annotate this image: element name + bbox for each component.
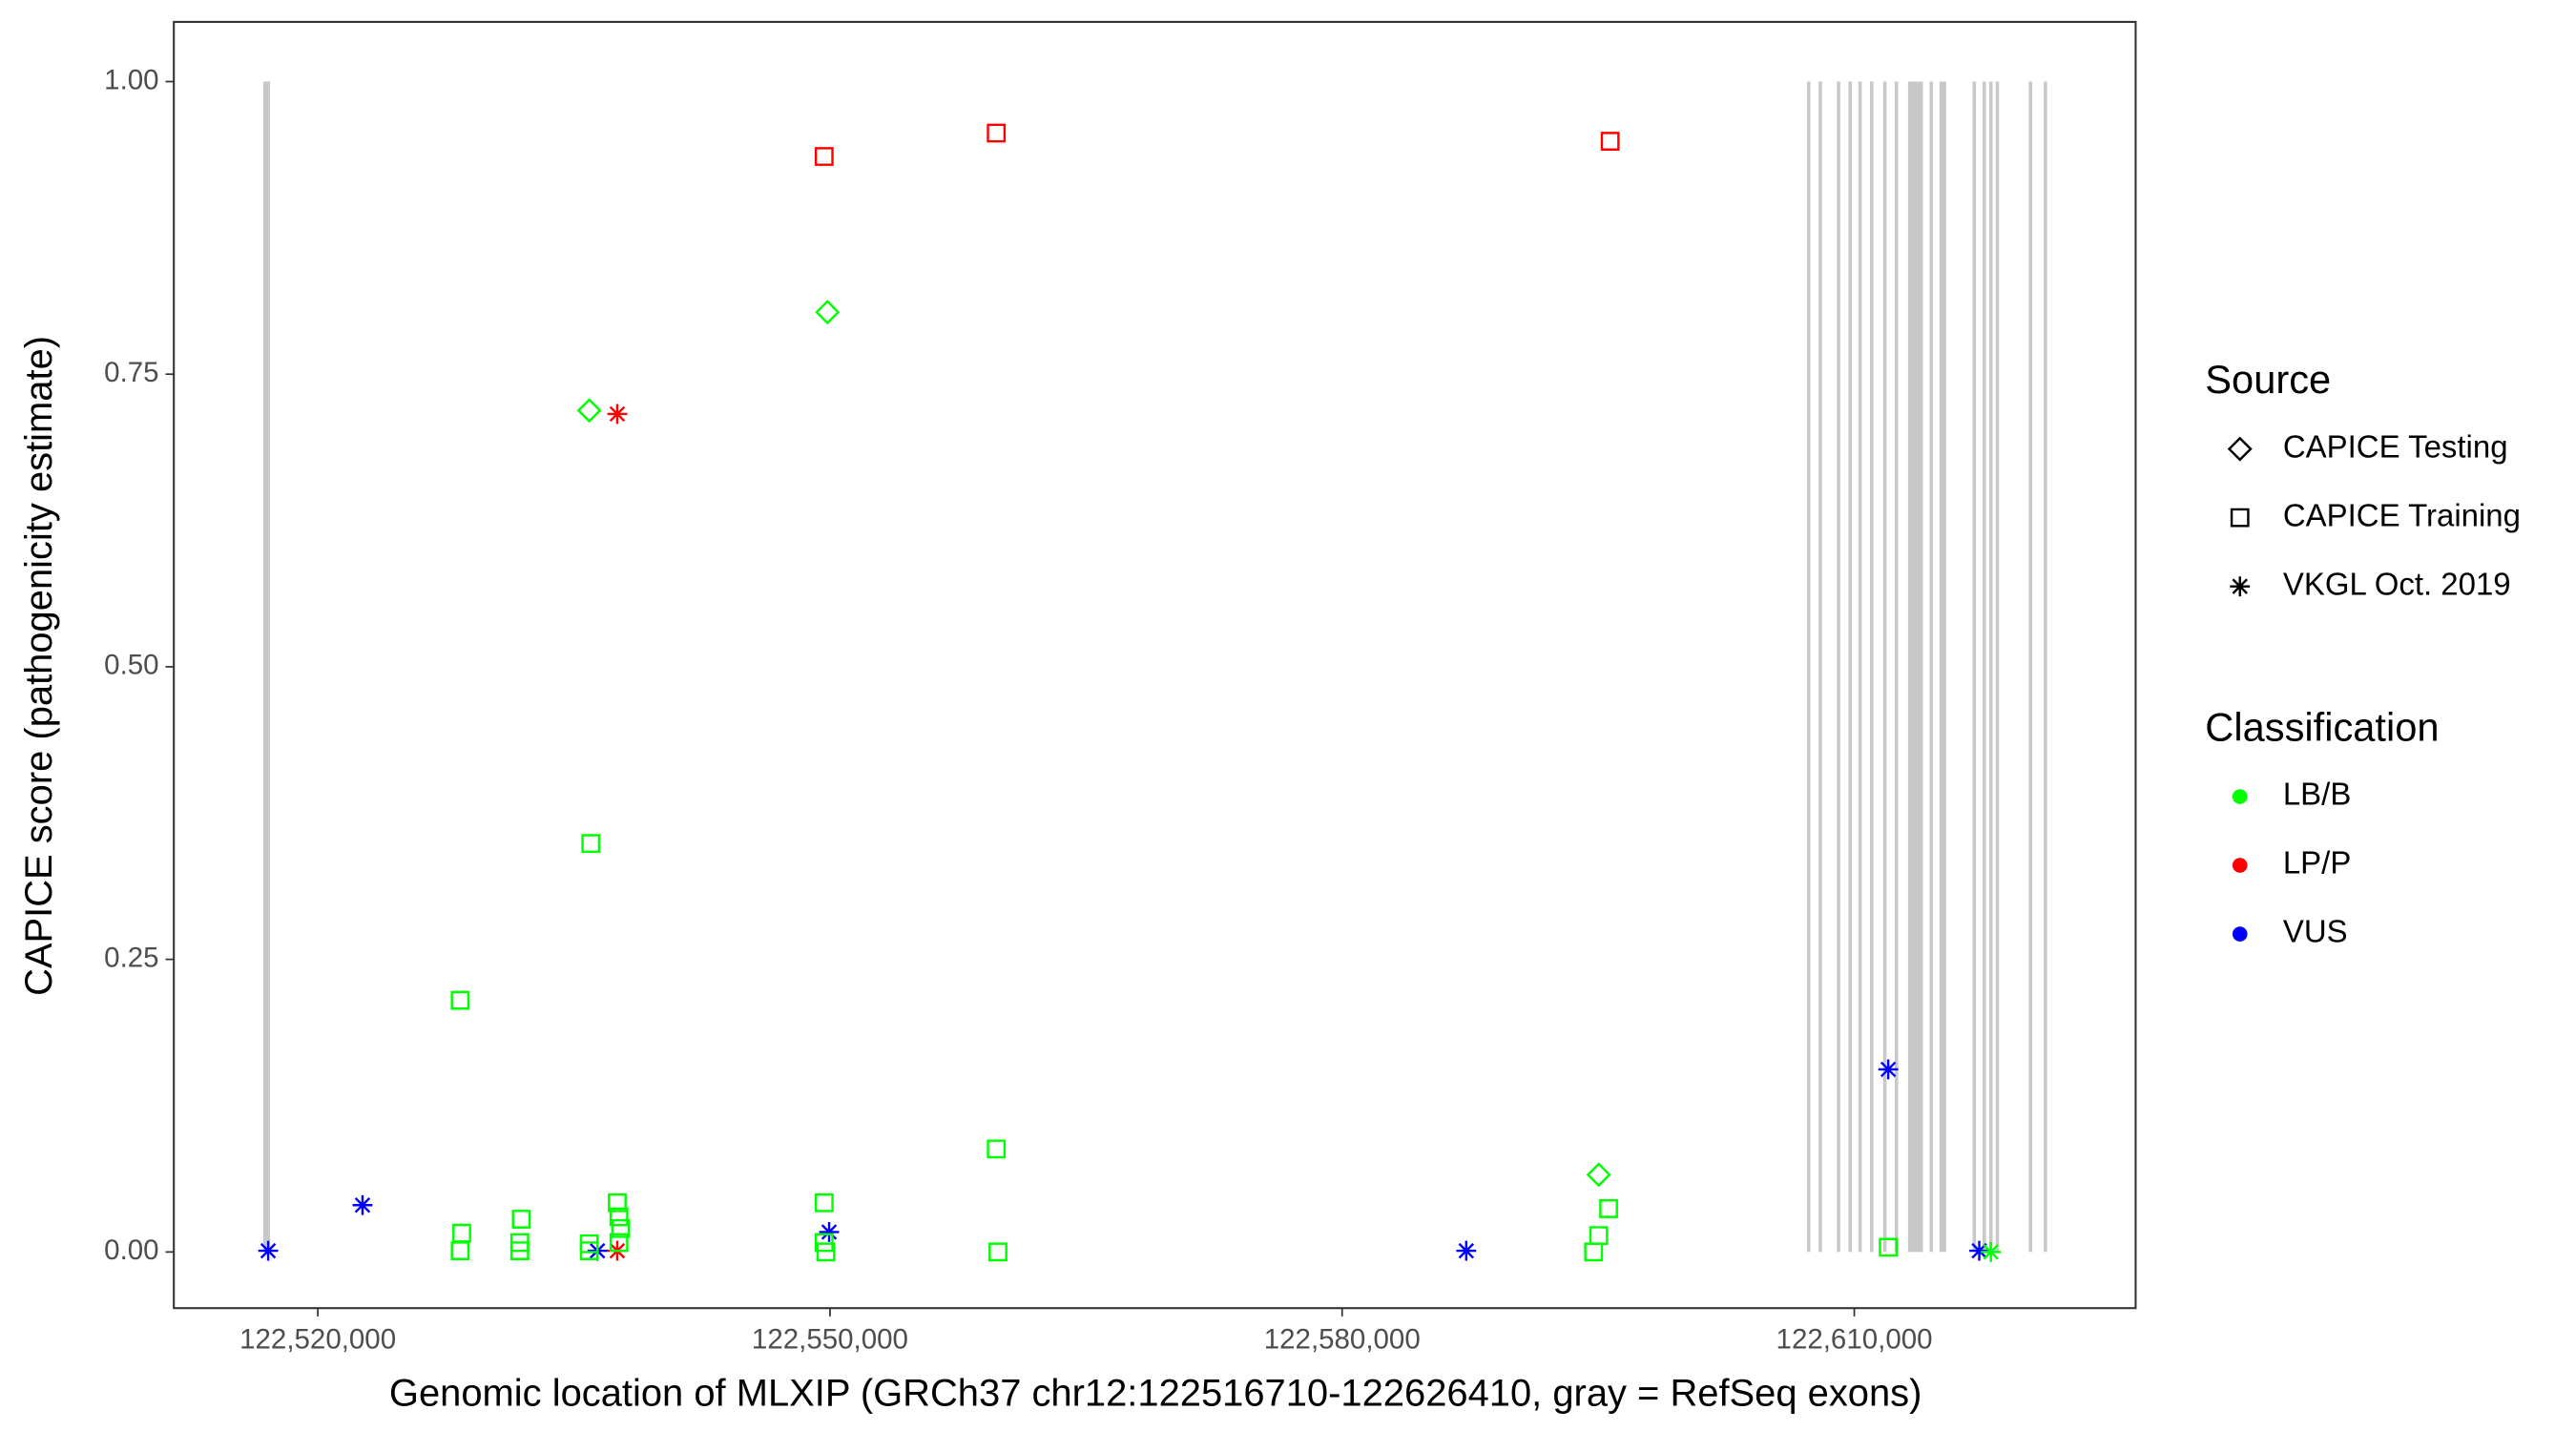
point — [608, 1192, 627, 1213]
exon — [1837, 81, 1840, 1253]
y-tick-label: 0.75 — [104, 357, 158, 388]
point — [450, 1241, 470, 1260]
exon — [1972, 81, 1977, 1253]
point — [988, 1242, 1008, 1262]
legend-symbol — [2230, 508, 2250, 528]
legend-symbol — [2230, 576, 2251, 597]
exon — [1894, 81, 1899, 1253]
x-tick-label: 122,610,000 — [1776, 1324, 1933, 1356]
legend-label: CAPICE Testing — [2283, 428, 2508, 464]
point — [1599, 1199, 1618, 1218]
legend-symbol — [2232, 926, 2248, 942]
exon — [1995, 81, 2000, 1253]
y-tick-label: 0.00 — [104, 1234, 158, 1266]
legend-title: Source — [2205, 357, 2331, 402]
exon — [1818, 81, 1822, 1253]
x-tick-label: 122,580,000 — [1264, 1324, 1421, 1356]
point — [816, 1242, 836, 1262]
point — [814, 1233, 834, 1253]
point — [579, 1241, 599, 1260]
point — [511, 1210, 531, 1229]
legend-label: VKGL Oct. 2019 — [2283, 566, 2511, 601]
legend-symbol — [2232, 858, 2248, 873]
exon — [262, 81, 271, 1253]
y-tick-label: 0.25 — [104, 942, 158, 973]
point — [987, 123, 1007, 143]
y-tick-label: 1.00 — [104, 64, 158, 95]
x-tick-label: 122,550,000 — [752, 1324, 908, 1356]
point — [1584, 1242, 1604, 1262]
exon — [1870, 81, 1874, 1253]
legend-symbol — [2227, 436, 2253, 462]
x-axis-title: Genomic location of MLXIP (GRCh37 chr12:… — [389, 1373, 1922, 1415]
x-tick-label: 122,520,000 — [239, 1324, 396, 1356]
point — [1589, 1226, 1609, 1246]
y-axis-title: CAPICE score (pathogenicity estimate) — [18, 336, 60, 996]
legend-title: Classification — [2205, 705, 2439, 750]
point — [509, 1241, 530, 1260]
point — [609, 1233, 629, 1253]
point — [609, 1207, 629, 1227]
exon — [1929, 81, 1934, 1253]
point — [1879, 1237, 1899, 1257]
point — [815, 300, 841, 325]
point — [1981, 1241, 2002, 1262]
exon — [1848, 81, 1853, 1253]
exon — [1988, 81, 1993, 1253]
point — [607, 404, 628, 425]
exon — [1939, 81, 1946, 1253]
legend-label: LP/P — [2283, 845, 2351, 881]
point — [352, 1194, 373, 1215]
point — [576, 398, 602, 424]
exon — [1982, 81, 1986, 1253]
legend-symbol — [2232, 789, 2248, 804]
point — [814, 1192, 834, 1213]
plot-panel — [173, 20, 2137, 1310]
point — [1878, 1059, 1899, 1080]
point — [1456, 1240, 1477, 1261]
point — [1600, 132, 1620, 151]
legend-label: CAPICE Training — [2283, 497, 2521, 532]
exon — [1882, 81, 1887, 1253]
point — [452, 1223, 471, 1243]
point — [987, 1139, 1007, 1159]
point — [581, 834, 601, 854]
exon — [1858, 81, 1862, 1253]
point — [1969, 1240, 1989, 1261]
exon — [1907, 81, 1923, 1253]
point — [258, 1240, 279, 1261]
exon — [2044, 81, 2047, 1253]
point — [819, 1222, 840, 1242]
point — [450, 990, 470, 1010]
exon — [1806, 81, 1811, 1253]
legend-label: VUS — [2283, 914, 2348, 949]
legend-label: LB/B — [2283, 777, 2351, 812]
exon — [2028, 81, 2032, 1253]
y-tick-label: 0.50 — [104, 650, 158, 681]
point — [611, 1218, 631, 1238]
point — [814, 147, 834, 166]
point — [1586, 1162, 1611, 1188]
